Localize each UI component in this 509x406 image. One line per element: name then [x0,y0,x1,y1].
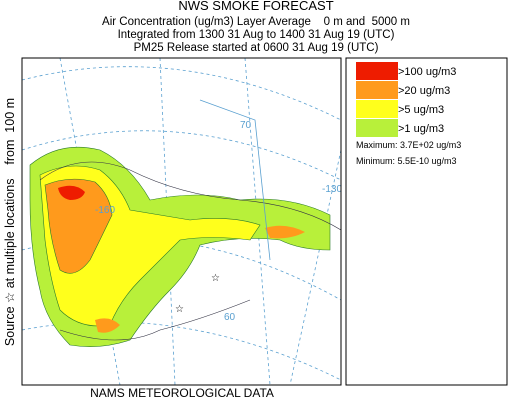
source-marker: ☆ [211,273,220,284]
header-line: Integrated from 1300 31 Aug to 1400 31 A… [118,29,395,41]
footer: NAMS METEOROLOGICAL DATA [90,386,274,400]
legend-stat: Maximum: 3.7E+02 ug/m3 [356,140,461,150]
map-frame [21,57,342,386]
legend: >100 ug/m3 >20 ug/m3 >5 ug/m3 >1 ug/m3 Maxim… [345,57,508,386]
grid-label: 70 [240,120,252,131]
map: ☆ ☆ 70 -160 -130 60 [21,57,342,386]
header-line: PM25 Release started at 0600 31 Aug 19 (… [134,42,379,54]
legend-label: >100 ug/m3 [398,66,456,78]
header-line: Air Concentration (ug/m3) Layer Average … [102,16,410,28]
legend-swatch [356,119,398,137]
legend-label: >20 ug/m3 [398,85,450,97]
legend-swatch [356,81,398,99]
coastline [39,161,341,341]
legend-stat: Minimum: 5.5E-10 ug/m3 [356,156,457,166]
boundary-line [199,99,271,261]
grid-label: -130 [322,184,342,195]
legend-label: >1 ug/m3 [398,123,444,135]
smoke-plume [29,146,331,347]
grid-label: 60 [224,312,236,323]
source-label: Source ☆ at multiple locations from 100 … [3,98,17,346]
title: NWS SMOKE FORECAST [178,0,333,13]
legend-swatch [356,100,398,118]
source-marker: ☆ [175,304,184,315]
grid-label: -160 [95,205,115,216]
legend-swatch [356,62,398,80]
legend-label: >5 ug/m3 [398,104,444,116]
legend-frame [345,57,508,386]
